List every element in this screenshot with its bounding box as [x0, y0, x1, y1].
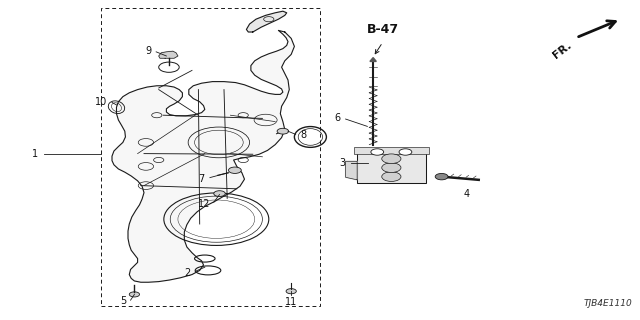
Text: 10: 10 — [95, 97, 107, 107]
Text: 12: 12 — [198, 198, 210, 209]
Circle shape — [228, 167, 241, 173]
Text: 7: 7 — [198, 173, 205, 184]
Polygon shape — [112, 30, 294, 282]
Circle shape — [381, 163, 401, 172]
Text: 9: 9 — [145, 46, 151, 56]
Text: 1: 1 — [32, 148, 38, 159]
Polygon shape — [346, 161, 357, 180]
Text: B-47: B-47 — [367, 23, 399, 36]
Text: TJB4E1110: TJB4E1110 — [584, 299, 632, 308]
Text: 3: 3 — [339, 158, 346, 168]
Bar — [101, 8, 320, 306]
Circle shape — [286, 289, 296, 294]
Text: 5: 5 — [120, 296, 127, 307]
Text: 6: 6 — [334, 113, 340, 123]
Circle shape — [371, 149, 384, 155]
Text: 8: 8 — [301, 130, 307, 140]
Text: 2: 2 — [184, 268, 191, 278]
Bar — [354, 147, 429, 154]
Polygon shape — [159, 51, 178, 58]
Circle shape — [435, 173, 448, 180]
Circle shape — [277, 128, 289, 134]
Polygon shape — [370, 58, 376, 61]
Text: 11: 11 — [285, 297, 298, 307]
Circle shape — [381, 154, 401, 164]
Text: FR.: FR. — [551, 40, 573, 60]
Polygon shape — [246, 11, 287, 32]
Circle shape — [399, 149, 412, 155]
Circle shape — [381, 172, 401, 181]
Bar — [357, 149, 426, 183]
Text: 4: 4 — [463, 188, 470, 199]
Circle shape — [129, 292, 140, 297]
Circle shape — [214, 191, 225, 196]
